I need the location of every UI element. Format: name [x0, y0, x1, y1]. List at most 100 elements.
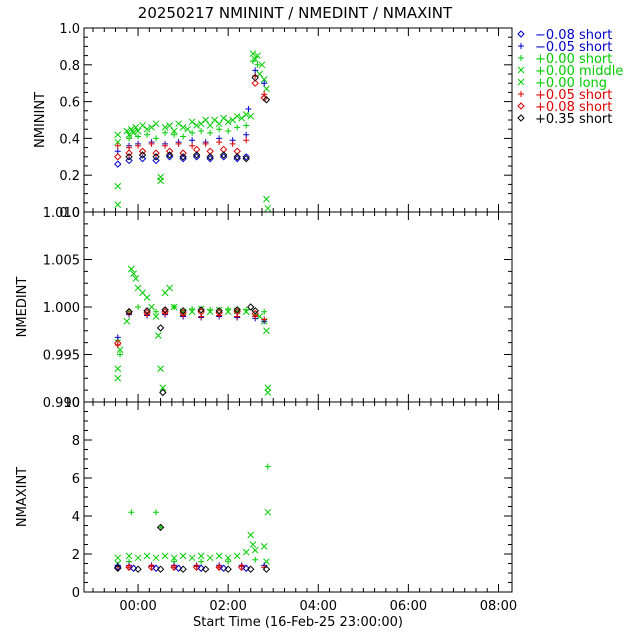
- data-point: [165, 151, 174, 159]
- data-point: [159, 388, 167, 397]
- data-point: [166, 284, 173, 292]
- data-point: [254, 61, 261, 68]
- legend-marker: [517, 78, 525, 86]
- data-point: [242, 111, 250, 118]
- x-tick-label: 02:00: [209, 599, 246, 614]
- data-point: [138, 151, 147, 159]
- series-markers: [114, 265, 272, 396]
- data-point: [123, 317, 131, 325]
- data-point: [198, 558, 205, 565]
- data-point: [225, 558, 232, 565]
- data-point: [153, 509, 160, 516]
- y-tick-label: 1.010: [43, 206, 80, 221]
- x-tick-label: 00:00: [119, 599, 156, 614]
- y-tick-label: 0.990: [43, 396, 80, 411]
- data-point: [157, 177, 164, 185]
- data-point: [179, 307, 187, 315]
- data-point: [114, 342, 121, 348]
- data-point: [238, 114, 246, 122]
- series-markers: [114, 304, 268, 358]
- data-point: [152, 120, 160, 128]
- data-point: [152, 313, 160, 320]
- data-point: [179, 552, 187, 560]
- data-point: [179, 565, 187, 573]
- data-point: [243, 306, 250, 313]
- data-point: [162, 310, 169, 317]
- x-tick-label: 08:00: [480, 599, 517, 614]
- data-point: [179, 124, 187, 131]
- data-point: [225, 128, 232, 135]
- y-tick-label: 0.4: [59, 132, 80, 147]
- data-point: [211, 116, 219, 124]
- x-tick-label: 04:00: [300, 599, 337, 614]
- data-point: [216, 126, 223, 133]
- data-point: [114, 564, 122, 572]
- series-markers: [125, 563, 246, 572]
- data-point: [202, 140, 209, 147]
- data-point: [251, 307, 259, 315]
- data-point: [224, 565, 232, 573]
- series-markers: [126, 58, 261, 142]
- data-point: [254, 52, 261, 59]
- data-point: [127, 265, 135, 273]
- data-point: [229, 116, 237, 124]
- series-markers: [125, 303, 259, 397]
- data-point: [156, 565, 165, 573]
- data-point: [130, 129, 137, 137]
- data-point: [159, 384, 167, 392]
- data-point: [156, 523, 165, 532]
- data-point: [143, 294, 151, 301]
- data-point: [247, 531, 255, 539]
- legend-marker: [517, 114, 525, 122]
- legend-label: −0.08 short: [535, 28, 612, 43]
- data-point: [125, 563, 133, 572]
- data-point: [215, 563, 223, 572]
- legend-marker: [518, 43, 524, 49]
- data-point: [123, 127, 131, 135]
- data-point: [170, 563, 178, 572]
- data-point: [180, 133, 187, 140]
- data-point: [206, 153, 214, 161]
- data-point: [233, 552, 241, 560]
- panel-nminint: 0.0 0.2 0.4 0.6 0.8 1.0 NMININT: [33, 22, 513, 221]
- legend-entry: +0.00 middle: [517, 64, 623, 79]
- data-point: [233, 112, 241, 120]
- series-markers: [114, 311, 268, 341]
- x-tick-label: 06:00: [390, 599, 427, 614]
- data-point: [114, 554, 122, 562]
- data-point: [215, 307, 223, 315]
- y-tick-label: 1.000: [43, 301, 80, 316]
- data-point: [179, 153, 187, 161]
- y-tick-label: 0.0: [59, 206, 80, 221]
- data-point: [134, 127, 142, 135]
- data-point: [242, 153, 250, 161]
- data-point: [207, 306, 214, 313]
- data-point: [220, 114, 228, 122]
- data-point: [246, 565, 255, 573]
- data-point: [161, 552, 169, 560]
- chart-title: 20250217 NMININT / NMEDINT / NMAXINT: [138, 4, 453, 22]
- data-point: [148, 124, 155, 131]
- legend-label: +0.00 short: [535, 52, 612, 67]
- panel-nmaxint: 0 2 4 6 8 10 NMAXINT: [15, 396, 513, 601]
- data-point: [162, 142, 169, 149]
- data-point: [156, 324, 165, 332]
- data-point: [126, 135, 133, 142]
- legend-label: +0.05 short: [535, 88, 612, 103]
- data-point: [197, 564, 205, 572]
- data-point: [144, 131, 151, 138]
- data-point: [135, 133, 142, 140]
- data-point: [251, 546, 259, 554]
- data-point: [126, 310, 133, 317]
- data-point: [138, 154, 147, 163]
- data-point: [243, 122, 250, 129]
- legend-label: −0.05 short: [535, 40, 612, 55]
- data-point: [263, 327, 270, 335]
- y-tick-label: 6: [72, 472, 80, 487]
- data-point: [117, 351, 124, 358]
- data-point: [161, 124, 169, 131]
- data-point: [189, 137, 196, 144]
- data-point: [262, 565, 271, 573]
- data-point: [243, 137, 250, 144]
- data-point: [152, 564, 160, 572]
